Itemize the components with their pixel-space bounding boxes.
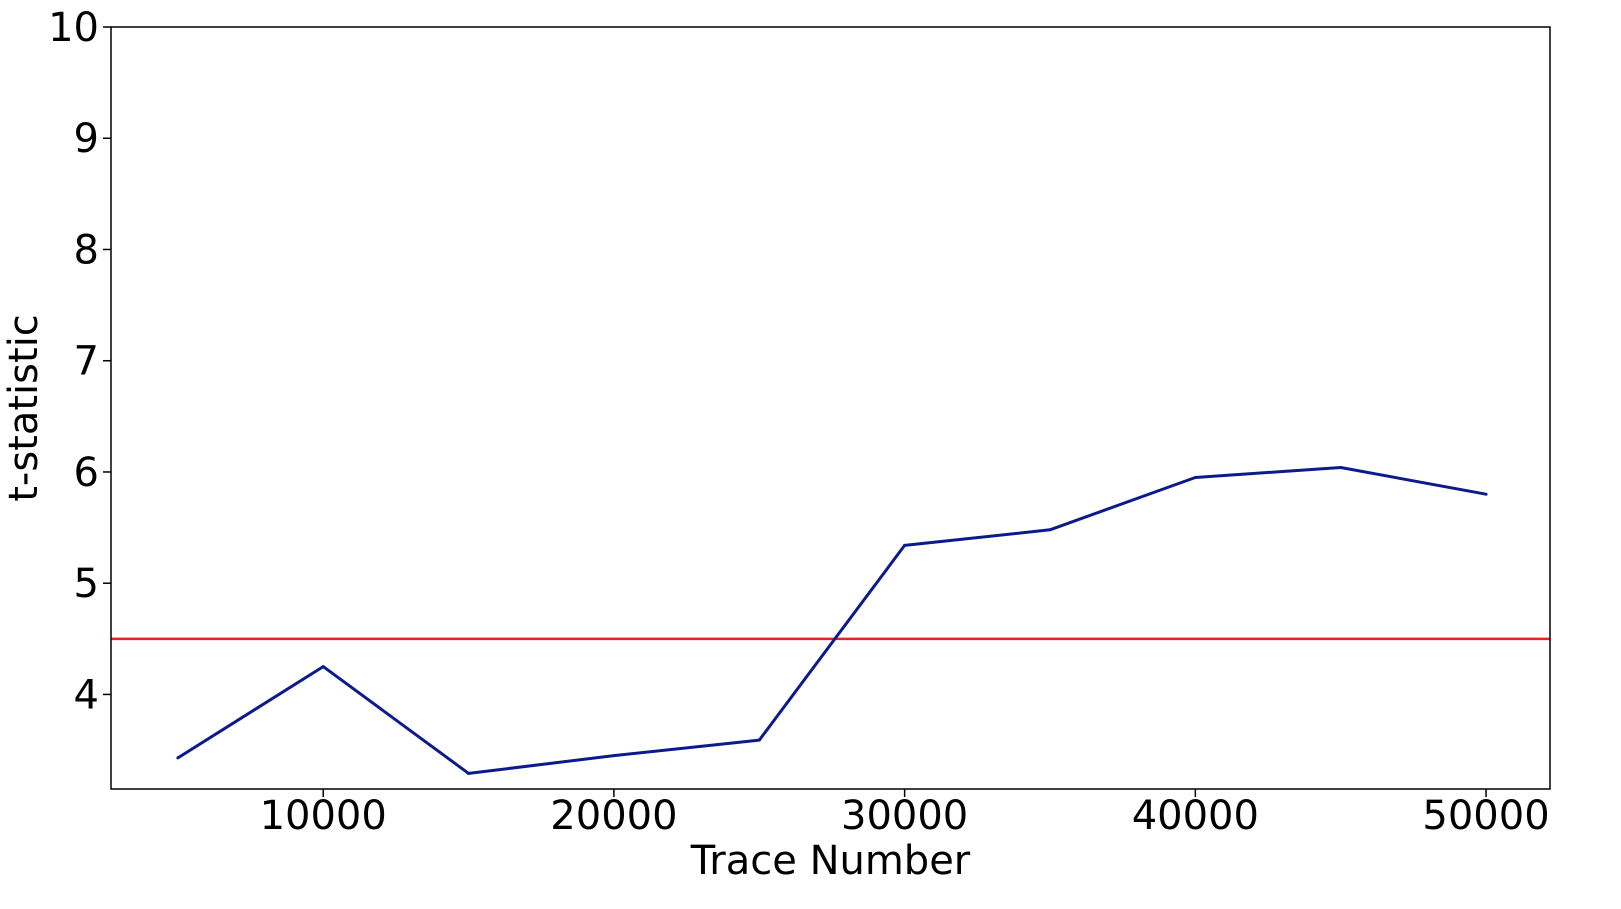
y-axis: 4 5 6 7 8 9 10 bbox=[48, 5, 111, 718]
series-line bbox=[177, 466, 1487, 775]
data-point bbox=[1484, 492, 1488, 496]
x-tick-label: 40000 bbox=[1132, 793, 1259, 839]
data-point bbox=[321, 665, 325, 669]
data-point bbox=[1048, 528, 1052, 532]
x-tick-label: 20000 bbox=[550, 793, 677, 839]
x-tick-label: 50000 bbox=[1422, 793, 1549, 839]
data-point bbox=[903, 543, 907, 547]
data-point bbox=[1193, 476, 1197, 480]
x-tick-label: 10000 bbox=[260, 793, 387, 839]
y-tick-label: 9 bbox=[74, 116, 99, 162]
y-tick-label: 10 bbox=[48, 5, 99, 51]
plot-frame bbox=[110, 26, 1551, 790]
data-point bbox=[612, 754, 616, 758]
data-point bbox=[1339, 466, 1343, 470]
plot-area bbox=[111, 466, 1550, 775]
x-tick-label: 30000 bbox=[841, 793, 968, 839]
y-tick-label: 5 bbox=[74, 561, 99, 607]
y-tick-label: 6 bbox=[74, 450, 99, 496]
data-point bbox=[467, 771, 471, 775]
y-tick-label: 7 bbox=[74, 339, 99, 385]
y-axis-title: t-statistic bbox=[1, 314, 47, 502]
x-axis-title: Trace Number bbox=[690, 838, 971, 884]
data-point bbox=[176, 756, 180, 760]
y-tick-label: 8 bbox=[74, 227, 99, 273]
y-tick-label: 4 bbox=[74, 672, 99, 718]
x-axis: 10000 20000 30000 40000 50000 bbox=[260, 789, 1550, 839]
data-point bbox=[757, 738, 761, 742]
